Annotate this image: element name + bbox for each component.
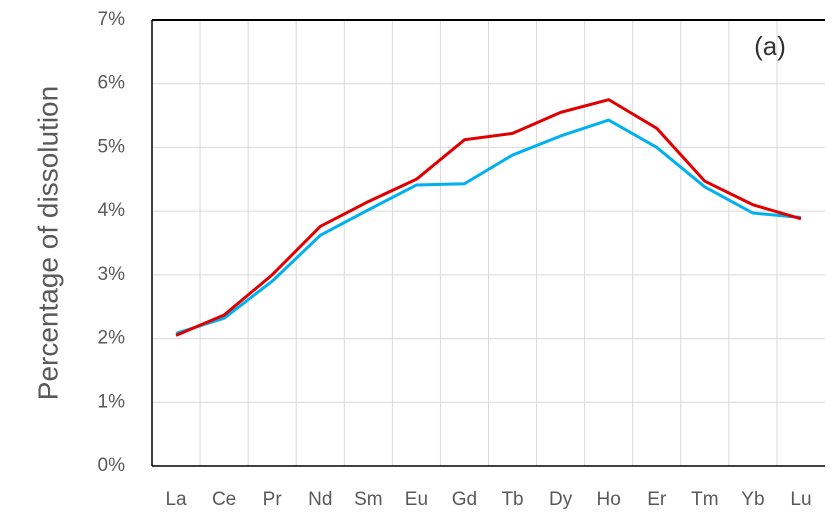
y-tick-label: 5% <box>98 136 126 157</box>
annotation: (a) <box>754 31 786 61</box>
x-tick-label: Ce <box>212 489 236 510</box>
x-tick-label: Lu <box>790 489 811 510</box>
y-tick-label: 6% <box>98 73 126 94</box>
x-tick-label: Eu <box>405 489 428 510</box>
x-tick-label: Dy <box>549 489 573 510</box>
y-tick-label: 4% <box>98 200 126 221</box>
line-series <box>175 98 802 337</box>
x-tick-label: Pr <box>263 489 283 510</box>
y-tick-label: 0% <box>98 455 126 476</box>
x-tick-label: Tm <box>691 489 718 510</box>
x-tick-label: Ho <box>597 489 621 510</box>
y-tick-label: 7% <box>98 9 126 30</box>
x-tick-label: Sm <box>354 489 383 510</box>
x-tick-label: Gd <box>452 489 477 510</box>
x-tick-label: Nd <box>308 489 332 510</box>
x-tick-label: Yb <box>741 489 764 510</box>
y-tick-label: 2% <box>98 328 126 349</box>
y-tick-label: 3% <box>98 264 126 285</box>
y-axis-title: Percentage of dissolution <box>32 86 63 400</box>
x-tick-label: Tb <box>501 489 523 510</box>
x-tick-label: Er <box>647 489 667 510</box>
line-series <box>175 118 802 335</box>
y-tick-label: 1% <box>98 391 126 412</box>
x-tick-label: La <box>165 489 187 510</box>
